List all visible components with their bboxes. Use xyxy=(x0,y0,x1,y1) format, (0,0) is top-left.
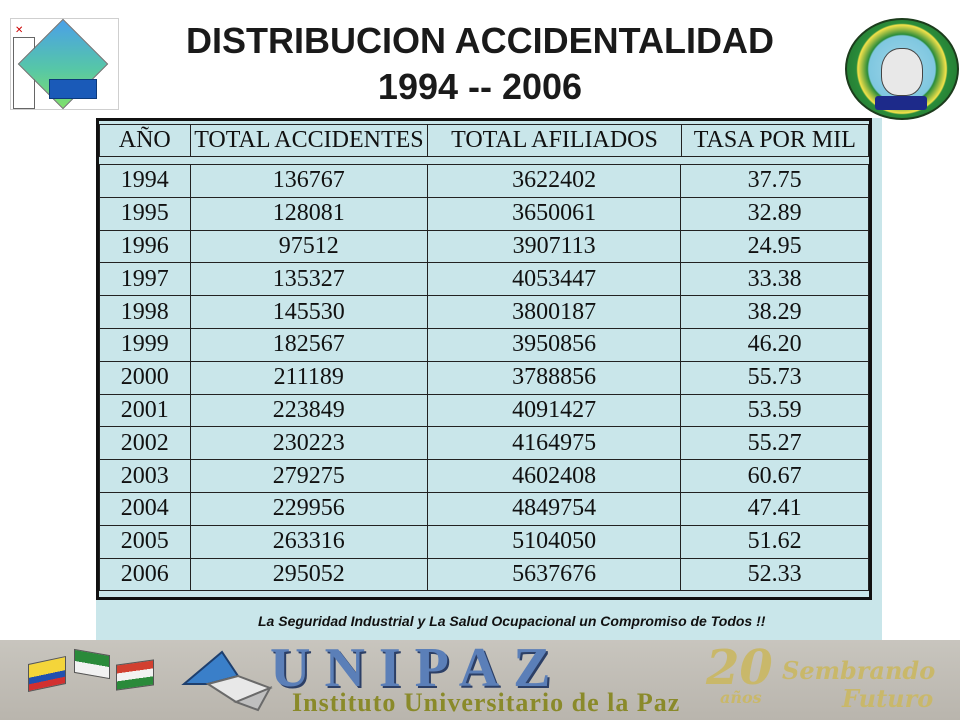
brand-wordmark: UNIPAZ xyxy=(270,640,565,699)
cell-rate: 32.89 xyxy=(680,196,869,231)
unipaz-banner: UNIPAZ Instituto Universitario de la Paz… xyxy=(0,640,960,720)
cell-accidents: 136767 xyxy=(189,164,428,198)
table-row: 2005 263316 5104050 51.62 xyxy=(99,524,869,559)
dove-logo-icon xyxy=(181,650,273,712)
title-line-1: DISTRIBUCION ACCIDENTALIDAD xyxy=(186,20,774,61)
table-row: 2004 229956 4849754 47.41 xyxy=(99,491,869,526)
cell-year: 2001 xyxy=(99,393,191,428)
table-body: 1994 136767 3622402 37.75 1995 128081 36… xyxy=(99,164,869,592)
cell-year: 1999 xyxy=(99,327,191,362)
cell-affiliates: 4091427 xyxy=(426,393,682,428)
cell-rate: 37.75 xyxy=(680,164,869,198)
cell-rate: 55.27 xyxy=(680,426,869,461)
column-header-year: AÑO xyxy=(99,124,191,157)
logo-badge-shape xyxy=(49,79,97,99)
flag-icon xyxy=(116,659,154,691)
cell-year: 1994 xyxy=(99,164,191,198)
cell-accidents: 295052 xyxy=(189,557,428,592)
cell-rate: 55.73 xyxy=(680,360,869,395)
table-row: 2003 279275 4602408 60.67 xyxy=(99,459,869,493)
cell-accidents: 97512 xyxy=(189,229,428,264)
table-row: 2000 211189 3788856 55.73 xyxy=(99,360,869,395)
cell-year: 2000 xyxy=(99,360,191,395)
cell-accidents: 229956 xyxy=(189,491,428,526)
column-header-total-affiliates: TOTAL AFILIADOS xyxy=(427,124,682,157)
cell-affiliates: 4053447 xyxy=(426,262,682,297)
cell-year: 2002 xyxy=(99,426,191,461)
title-line-2: 1994 -- 2006 xyxy=(377,66,583,107)
motto-line-2: Futuro xyxy=(842,684,934,713)
cell-rate: 24.95 xyxy=(680,229,869,264)
cell-accidents: 263316 xyxy=(189,524,428,559)
table-row: 1994 136767 3622402 37.75 xyxy=(99,164,869,198)
cell-affiliates: 4849754 xyxy=(426,491,682,526)
cell-accidents: 211189 xyxy=(189,360,428,395)
anniversary-unit: años xyxy=(720,688,762,707)
cell-year: 2006 xyxy=(99,557,191,592)
cell-year: 2005 xyxy=(99,524,191,559)
flag-icon xyxy=(74,648,110,680)
slogan-text: La Seguridad Industrial y La Salud Ocupa… xyxy=(258,613,766,629)
cell-year: 1996 xyxy=(99,229,191,264)
unipaz-seal-logo xyxy=(845,18,959,120)
cell-affiliates: 5104050 xyxy=(426,524,682,559)
cell-accidents: 230223 xyxy=(189,426,428,461)
table-row: 1999 182567 3950856 46.20 xyxy=(99,327,869,362)
cell-affiliates: 3800187 xyxy=(426,295,682,329)
cell-affiliates: 3650061 xyxy=(426,196,682,231)
motto-line-1: Sembrando xyxy=(782,656,936,685)
seal-face-icon xyxy=(881,48,923,96)
cell-year: 2004 xyxy=(99,491,191,526)
cell-rate: 51.62 xyxy=(680,524,869,559)
anniversary-number: 20 xyxy=(706,640,773,696)
table-header: AÑO TOTAL ACCIDENTES TOTAL AFILIADOS TAS… xyxy=(99,124,870,157)
seal-band xyxy=(875,96,927,110)
cell-year: 1997 xyxy=(99,262,191,297)
cell-affiliates: 4602408 xyxy=(426,459,682,493)
cell-rate: 47.41 xyxy=(680,491,869,526)
cell-rate: 38.29 xyxy=(680,295,869,329)
table-row: 1997 135327 4053447 33.38 xyxy=(99,262,869,297)
column-header-rate-per-thousand: TASA POR MIL xyxy=(680,124,870,157)
table-row: 2001 223849 4091427 53.59 xyxy=(99,393,869,428)
cell-affiliates: 3907113 xyxy=(426,229,682,264)
flag-icon xyxy=(28,655,66,693)
cell-rate: 33.38 xyxy=(680,262,869,297)
table-row: 1996 97512 3907113 24.95 xyxy=(99,229,869,264)
flags-decoration xyxy=(12,646,172,716)
cell-accidents: 279275 xyxy=(189,459,428,493)
header-row: AÑO TOTAL ACCIDENTES TOTAL AFILIADOS TAS… xyxy=(99,124,870,157)
page-title: DISTRIBUCION ACCIDENTALIDAD 1994 -- 2006 xyxy=(120,18,840,110)
cell-rate: 60.67 xyxy=(680,459,869,493)
cell-affiliates: 3622402 xyxy=(426,164,682,198)
table-row: 2006 295052 5637676 52.33 xyxy=(99,557,869,592)
cell-rate: 52.33 xyxy=(680,557,869,592)
column-header-total-accidents: TOTAL ACCIDENTES xyxy=(189,124,429,157)
cell-year: 1995 xyxy=(99,196,191,231)
cell-accidents: 223849 xyxy=(189,393,428,428)
table-row: 1995 128081 3650061 32.89 xyxy=(99,196,869,231)
cell-rate: 46.20 xyxy=(680,327,869,362)
cell-accidents: 182567 xyxy=(189,327,428,362)
cell-rate: 53.59 xyxy=(680,393,869,428)
cell-accidents: 145530 xyxy=(189,295,428,329)
table-row: 1998 145530 3800187 38.29 xyxy=(99,295,869,329)
cell-year: 2003 xyxy=(99,459,191,493)
cell-year: 1998 xyxy=(99,295,191,329)
cell-accidents: 128081 xyxy=(189,196,428,231)
cell-affiliates: 3950856 xyxy=(426,327,682,362)
cell-affiliates: 3788856 xyxy=(426,360,682,395)
cell-affiliates: 4164975 xyxy=(426,426,682,461)
table-row: 2002 230223 4164975 55.27 xyxy=(99,426,869,461)
anniversary-badge: 20 años Sembrando Futuro xyxy=(706,640,950,714)
cell-accidents: 135327 xyxy=(189,262,428,297)
program-logo: ✕ xyxy=(10,18,119,110)
close-x-icon: ✕ xyxy=(15,25,24,36)
cell-affiliates: 5637676 xyxy=(426,557,682,592)
institute-name: Instituto Universitario de la Paz xyxy=(292,688,681,717)
